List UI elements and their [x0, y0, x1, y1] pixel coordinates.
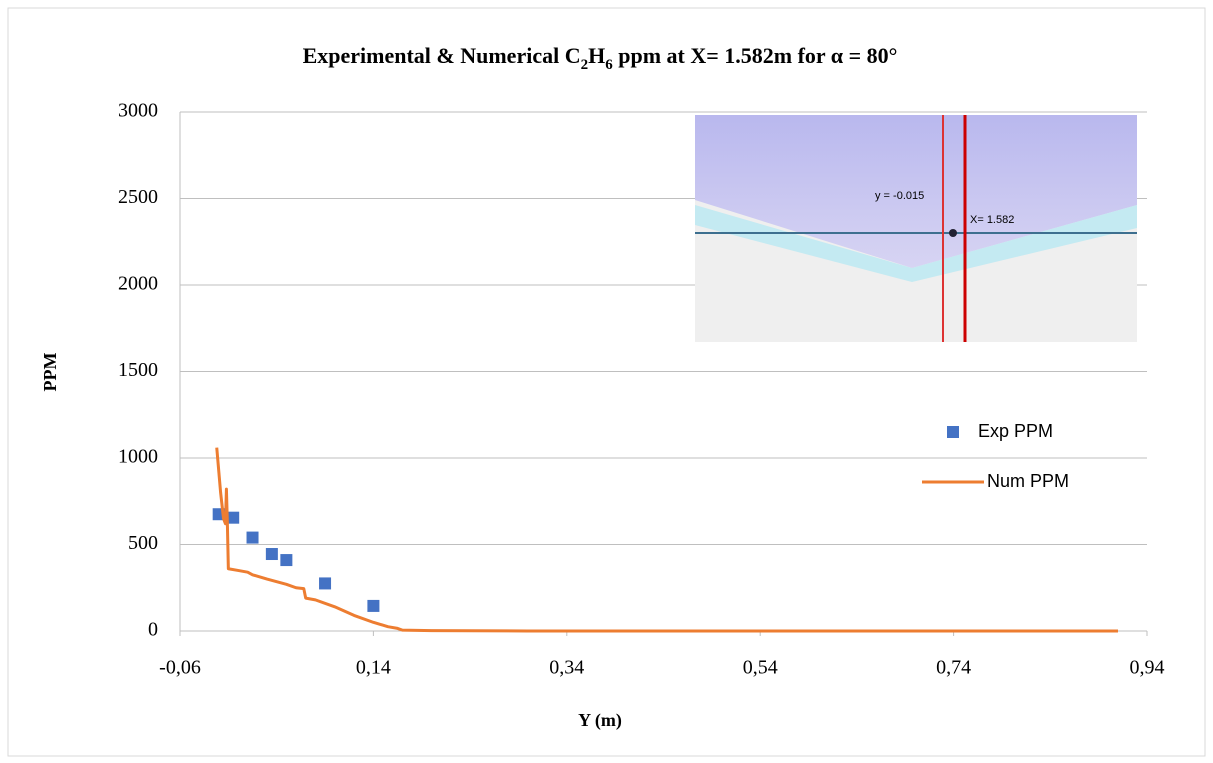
legend-label: Exp PPM: [978, 421, 1053, 441]
exp-point: [319, 577, 332, 590]
y-tick-label: 500: [128, 532, 158, 554]
exp-point: [367, 599, 380, 612]
y-tick-label: 2500: [118, 186, 158, 208]
title-part: Experimental & Numerical C: [303, 43, 581, 68]
chart-title: Experimental & Numerical C2H6 ppm at X= …: [303, 43, 898, 73]
x-tick-label: 0,94: [1130, 657, 1165, 679]
title-part: 2: [581, 57, 589, 73]
y-tick-label: 0: [148, 619, 158, 641]
inset-dot: [949, 229, 957, 237]
legend-marker: [947, 426, 959, 438]
y-tick-label: 2000: [118, 273, 158, 295]
legend-label: Num PPM: [987, 471, 1069, 491]
x-tick-label: 0,54: [743, 657, 778, 679]
inset-band: [695, 205, 1137, 282]
y-tick-label: 3000: [118, 100, 158, 122]
inset-label: X= 1.582: [970, 214, 1014, 226]
x-tick-label: 0,34: [549, 657, 584, 679]
y-axis-label: PPM: [40, 353, 60, 392]
y-tick-label: 1000: [118, 446, 158, 468]
num-line: [215, 447, 1118, 633]
exp-point: [246, 531, 259, 544]
inset-image: y = -0.015 X= 1.582: [695, 115, 1137, 342]
title-part: H: [588, 43, 605, 68]
exp-point: [265, 548, 278, 561]
inset-label: y = -0.015: [875, 190, 924, 202]
x-tick-label: 0,14: [356, 657, 391, 679]
y-tick-label: 1500: [118, 359, 158, 381]
exp-point: [280, 554, 293, 567]
inset-sky: [695, 115, 1137, 268]
title-part: 6: [605, 57, 613, 73]
title-part: ppm at X= 1.582m for α = 80°: [613, 43, 898, 68]
exp-point: [212, 508, 225, 521]
x-axis-label: Y (m): [578, 710, 622, 731]
x-tick-label: 0,74: [936, 657, 971, 679]
exp-point: [227, 511, 240, 524]
x-tick-label: -0,06: [159, 657, 201, 679]
